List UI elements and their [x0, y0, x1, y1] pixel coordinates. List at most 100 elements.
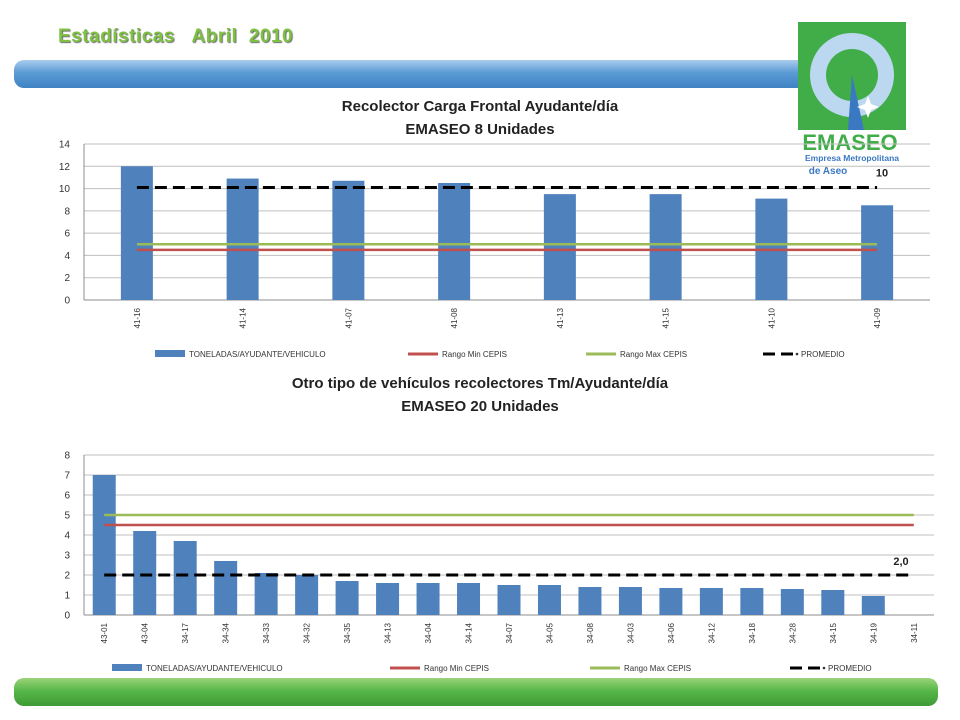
x-tick-label: 34-13: [384, 622, 393, 643]
y-tick-label: 12: [59, 162, 71, 173]
y-tick-label: 5: [64, 511, 70, 522]
bar: [659, 588, 683, 615]
y-tick-label: 6: [64, 229, 70, 240]
x-tick-label: 34-06: [667, 622, 676, 643]
y-tick-label: 14: [59, 140, 71, 151]
bar: [821, 590, 845, 615]
header-band: [14, 60, 814, 88]
bar: [618, 587, 642, 615]
y-tick-label: 0: [64, 296, 70, 307]
legend-marker: [822, 666, 826, 670]
legend-label: PROMEDIO: [801, 350, 845, 359]
y-tick-label: 1: [64, 591, 70, 602]
legend-label: TONELADAS/AYUDANTE/VEHICULO: [189, 350, 326, 359]
x-tick-label: 34-19: [869, 622, 878, 643]
legend-label: TONELADAS/AYUDANTE/VEHICULO: [146, 664, 283, 673]
logo-swoosh: [848, 75, 864, 130]
bar: [861, 596, 885, 615]
chart-title: Otro tipo de vehículos recolectores Tm/A…: [292, 375, 669, 392]
y-tick-label: 3: [64, 551, 70, 562]
bar: [543, 194, 576, 300]
y-tick-label: 6: [64, 491, 70, 502]
x-tick-label: 41-09: [873, 307, 882, 328]
bar: [295, 575, 319, 615]
x-tick-label: 41-15: [662, 307, 671, 328]
x-tick-label: 34-34: [222, 622, 231, 643]
x-tick-label: 41-07: [344, 307, 353, 328]
x-tick-label: 34-08: [586, 622, 595, 643]
logo-line1: Empresa Metropolitana: [805, 153, 899, 163]
legend-label: PROMEDIO: [828, 664, 872, 673]
x-tick-label: 43-01: [100, 622, 109, 643]
bar: [92, 475, 116, 615]
x-tick-label: 34-28: [788, 622, 797, 643]
bar: [332, 180, 365, 300]
x-tick-label: 34-15: [829, 622, 838, 643]
bar: [226, 178, 259, 300]
y-tick-label: 2: [64, 273, 70, 284]
bar: [133, 531, 157, 615]
y-tick-label: 0: [64, 611, 70, 622]
bar: [457, 583, 481, 615]
y-tick-label: 8: [64, 451, 70, 462]
chart-carga-frontal: Recolector Carga Frontal Ayudante/día EMA…: [59, 98, 930, 359]
emaseo-logo: EMASEO Empresa Metropolitana de Aseo: [798, 22, 906, 177]
x-tick-label: 34-04: [424, 622, 433, 643]
bar: [578, 587, 602, 615]
y-tick-label: 8: [64, 206, 70, 217]
x-tick-label: 34-14: [465, 622, 474, 643]
bar: [537, 585, 561, 615]
x-tick-label: 34-18: [748, 622, 757, 643]
legend-swatch: [155, 350, 185, 357]
bar: [438, 183, 471, 300]
bar: [335, 581, 359, 615]
promedio-data-label: 2,0: [893, 556, 908, 568]
footer-band: [14, 678, 938, 706]
legend-label: Rango Max CEPIS: [620, 350, 687, 359]
y-tick-label: 10: [59, 184, 71, 195]
chart-otros-vehiculos: Otro tipo de vehículos recolectores Tm/A…: [64, 375, 934, 673]
x-tick-label: 34-03: [626, 622, 635, 643]
bar: [416, 583, 440, 615]
page-title: Estadísticas Abril 2010: [58, 26, 294, 47]
promedio-data-label: 10: [876, 167, 888, 179]
star-icon: [857, 96, 879, 118]
chart-subtitle: EMASEO 8 Unidades: [405, 121, 554, 138]
legend-label: Rango Max CEPIS: [624, 664, 691, 673]
x-tick-label: 43-04: [141, 622, 150, 643]
legend-label: Rango Min CEPIS: [424, 664, 489, 673]
x-tick-label: 34-17: [181, 622, 190, 643]
bar: [214, 561, 238, 615]
y-tick-label: 4: [64, 251, 70, 262]
x-tick-label: 41-10: [767, 307, 776, 328]
bar: [649, 194, 682, 300]
legend-marker: [795, 352, 799, 356]
x-tick-label: 34-07: [505, 622, 514, 643]
x-tick-label: 41-16: [133, 307, 142, 328]
bar: [254, 573, 278, 615]
x-tick-label: 34-33: [262, 622, 271, 643]
bar: [780, 589, 804, 615]
legend-label: Rango Min CEPIS: [442, 350, 507, 359]
y-tick-label: 2: [64, 571, 70, 582]
x-tick-label: 41-08: [450, 307, 459, 328]
chart-title: Recolector Carga Frontal Ayudante/día: [342, 98, 619, 115]
legend-swatch: [112, 664, 142, 671]
y-tick-label: 7: [64, 471, 70, 482]
x-tick-label: 34-32: [303, 622, 312, 643]
y-tick-label: 4: [64, 531, 70, 542]
x-tick-label: 34-12: [707, 622, 716, 643]
chart-subtitle: EMASEO 20 Unidades: [401, 398, 559, 415]
x-tick-label: 34-05: [545, 622, 554, 643]
bar: [699, 588, 723, 615]
bar: [861, 205, 894, 300]
bar: [376, 583, 400, 615]
bar: [173, 541, 197, 615]
bar: [497, 585, 521, 615]
x-tick-label: 34-35: [343, 622, 352, 643]
x-tick-label: 34-11: [910, 622, 919, 642]
logo-line2: de Aseo: [809, 166, 848, 177]
x-tick-label: 41-13: [556, 307, 565, 328]
bar: [740, 588, 764, 615]
logo-brand: EMASEO: [802, 130, 897, 155]
